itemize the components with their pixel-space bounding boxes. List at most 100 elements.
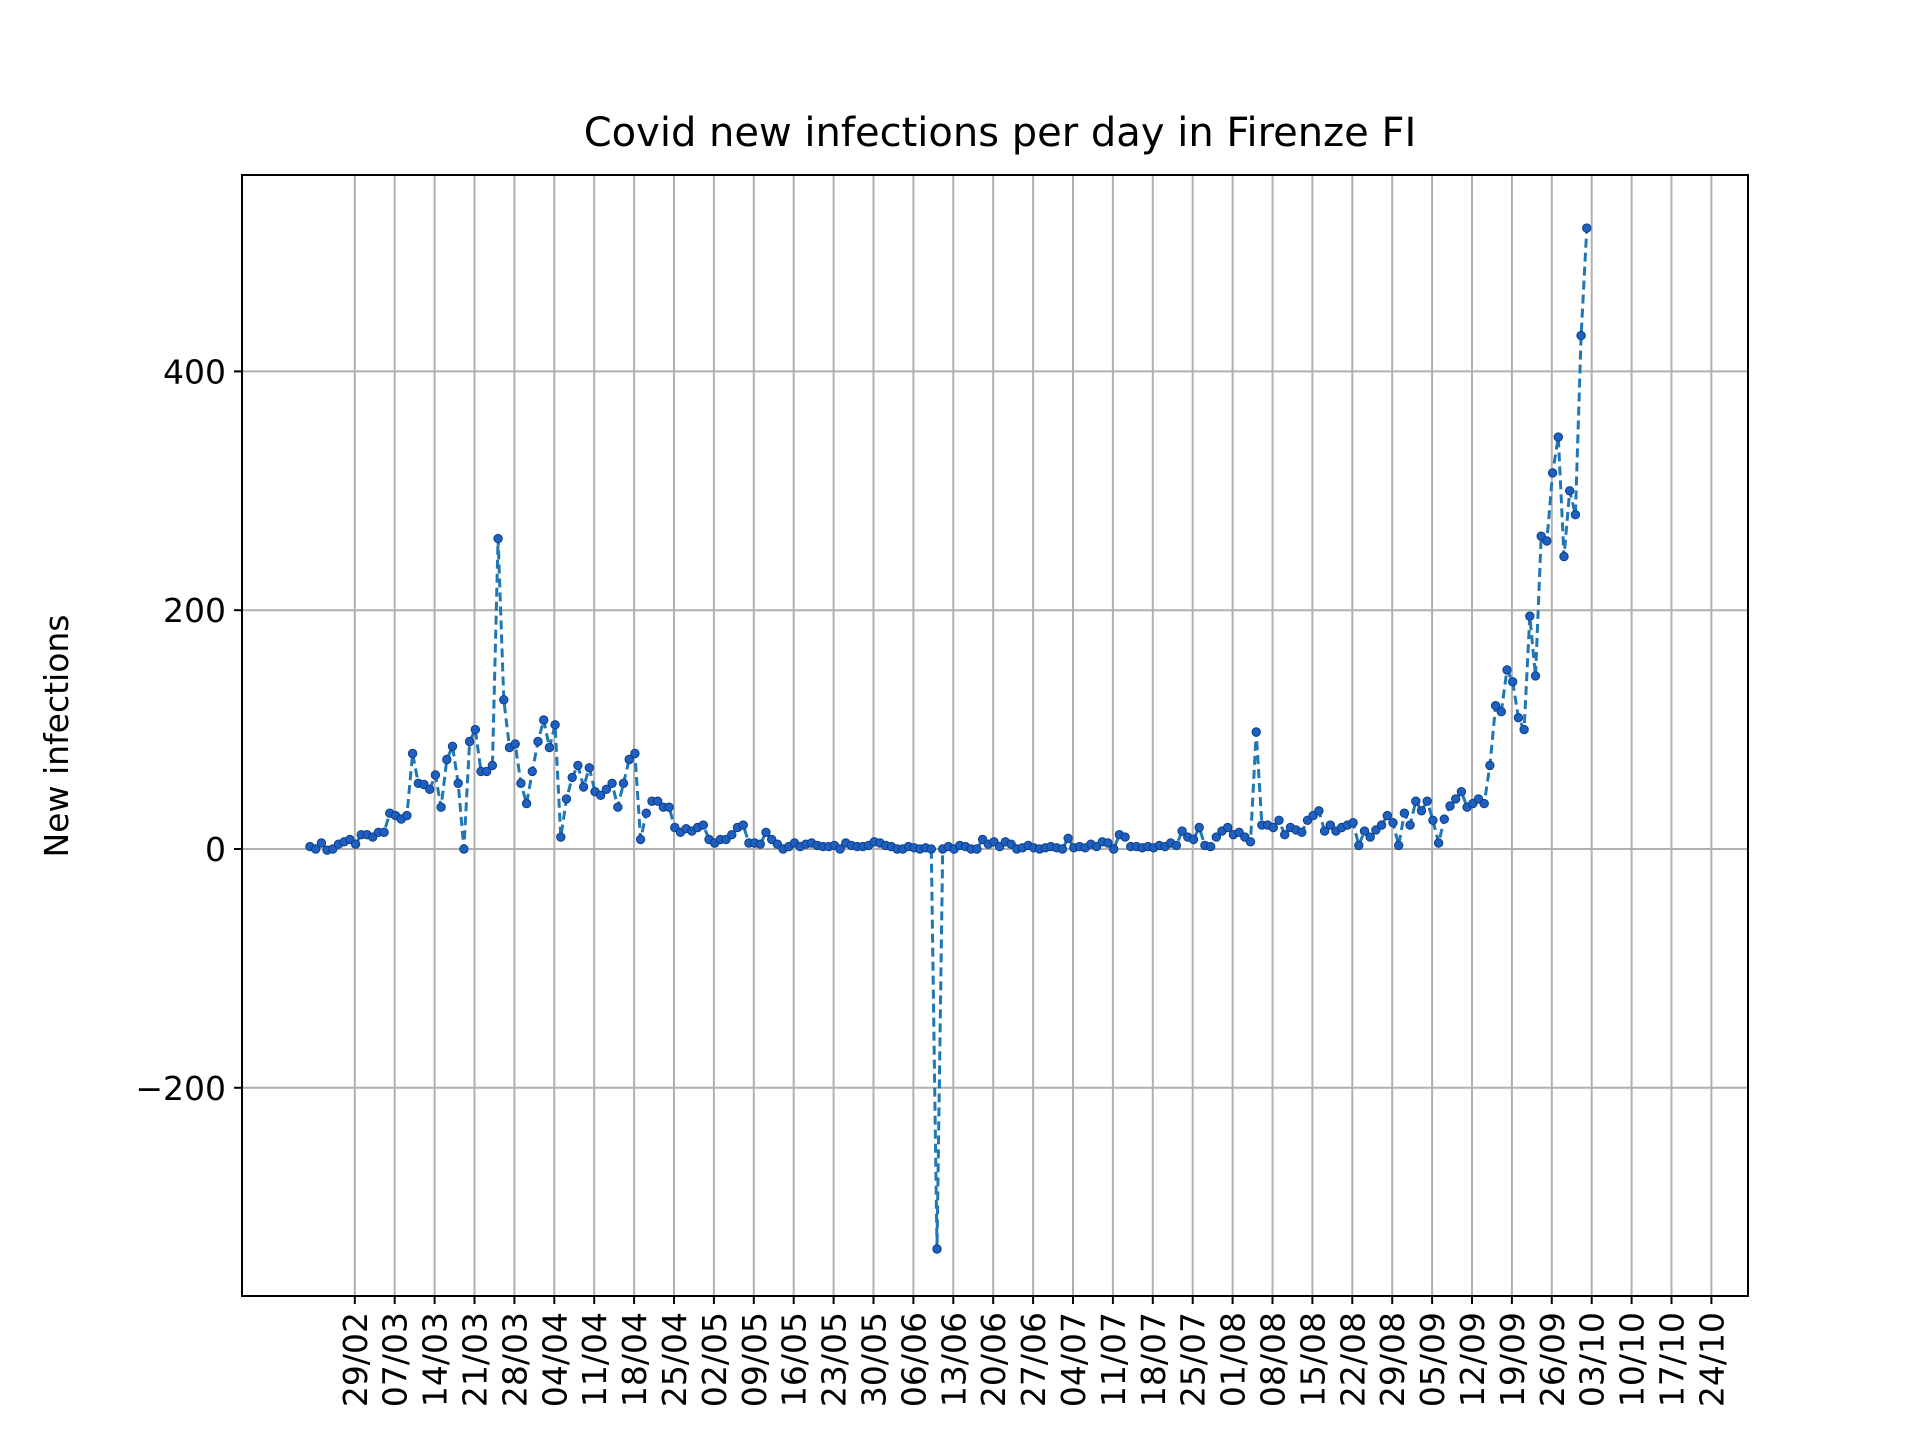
data-point: [1245, 837, 1256, 847]
data-point: [402, 810, 412, 821]
data-point: [1502, 665, 1512, 675]
data-point: [407, 748, 418, 759]
data-point: [379, 827, 389, 837]
y-tick-label: 0: [205, 830, 226, 869]
data-point: [1451, 794, 1461, 804]
x-tick-label: 13/06: [934, 1312, 973, 1407]
data-point: [527, 766, 537, 777]
data-point: [1120, 832, 1130, 842]
data-point: [653, 796, 663, 806]
x-tick-label: 19/09: [1493, 1312, 1532, 1407]
x-tick-label: 27/06: [1014, 1312, 1053, 1407]
x-tick-label: 11/07: [1094, 1312, 1133, 1407]
data-point: [1223, 822, 1233, 833]
data-point: [972, 844, 982, 854]
data-point: [436, 802, 446, 812]
grid: [242, 175, 1748, 1296]
data-point: [1319, 826, 1330, 836]
data-point: [1251, 727, 1261, 737]
data-point: [453, 778, 463, 788]
data-point: [544, 742, 555, 753]
x-tick-label: 02/05: [695, 1312, 734, 1407]
data-point: [1439, 814, 1450, 824]
data-point: [1188, 834, 1199, 845]
data-point: [1428, 815, 1438, 825]
data-point: [1422, 796, 1432, 806]
data-point: [459, 844, 469, 854]
data-point: [1354, 840, 1364, 851]
x-tick-label: 04/04: [535, 1312, 574, 1407]
x-tick-label: 03/10: [1573, 1312, 1612, 1407]
data-point: [1485, 760, 1495, 771]
data-point: [1547, 468, 1558, 478]
data-point: [1348, 818, 1358, 828]
data-point: [630, 748, 640, 759]
data-point: [698, 820, 708, 830]
data-point: [1519, 724, 1529, 735]
x-tick-label: 29/02: [336, 1312, 375, 1407]
data-point: [1445, 801, 1455, 811]
x-tick-label: 12/09: [1453, 1312, 1492, 1407]
data-point: [430, 770, 441, 780]
x-tick-label: 29/08: [1373, 1312, 1412, 1407]
data-point: [442, 754, 452, 765]
x-tick-label: 15/08: [1293, 1312, 1332, 1407]
y-tick-label: 400: [163, 352, 226, 391]
data-point: [1565, 486, 1575, 496]
x-tick-label: 16/05: [775, 1312, 814, 1407]
data-point: [1314, 806, 1324, 816]
plot-area: [309, 228, 1589, 1250]
x-tick-label: 11/04: [575, 1312, 614, 1407]
data-point: [1456, 787, 1467, 797]
data-point: [613, 802, 623, 812]
data-point: [1382, 810, 1393, 821]
data-point: [550, 720, 560, 730]
x-tick-label: 04/07: [1054, 1312, 1093, 1407]
x-tick-label: 18/07: [1134, 1312, 1173, 1407]
data-point: [926, 844, 936, 854]
data-point: [1171, 840, 1182, 851]
data-point: [1416, 806, 1427, 816]
x-tick-label: 22/08: [1333, 1312, 1372, 1407]
x-tick-label: 06/06: [894, 1312, 933, 1407]
data-point: [607, 778, 617, 788]
data-point: [1359, 826, 1370, 836]
data-point: [1559, 551, 1569, 562]
data-point: [578, 782, 589, 792]
data-point: [584, 763, 594, 773]
data-point: [1205, 841, 1216, 852]
data-point: [1570, 510, 1581, 520]
x-tick-label: 21/03: [456, 1312, 495, 1407]
data-point: [482, 766, 492, 777]
data-point: [1496, 707, 1507, 717]
x-tick-label: 20/06: [974, 1312, 1013, 1407]
data-point: [932, 1244, 942, 1254]
x-tick-label: 23/05: [815, 1312, 854, 1407]
x-tick-label: 07/03: [376, 1312, 415, 1407]
data-point: [1297, 827, 1307, 837]
data-point: [1525, 611, 1535, 621]
data-point: [727, 830, 737, 840]
data-point: [1280, 830, 1290, 840]
chart-title: Covid new infections per day in Firenze …: [584, 110, 1417, 156]
data-point: [1376, 820, 1387, 830]
data-point: [1177, 826, 1187, 836]
data-point: [573, 760, 583, 771]
data-point: [316, 838, 327, 848]
x-tick-label: 14/03: [416, 1312, 455, 1407]
data-point: [470, 724, 480, 735]
data-point: [539, 715, 549, 725]
data-point: [1553, 432, 1564, 442]
data-markers: [305, 223, 1592, 1254]
data-point: [1325, 820, 1336, 830]
y-tick-label: −200: [135, 1069, 226, 1108]
data-point: [425, 784, 435, 794]
data-point: [1399, 808, 1410, 818]
x-tick-label: 25/07: [1174, 1312, 1213, 1407]
data-point: [1211, 832, 1222, 842]
x-tick-label: 26/09: [1533, 1312, 1572, 1407]
data-point: [1063, 833, 1073, 843]
data-point: [624, 754, 634, 765]
data-point: [493, 533, 503, 544]
data-point: [596, 790, 606, 800]
